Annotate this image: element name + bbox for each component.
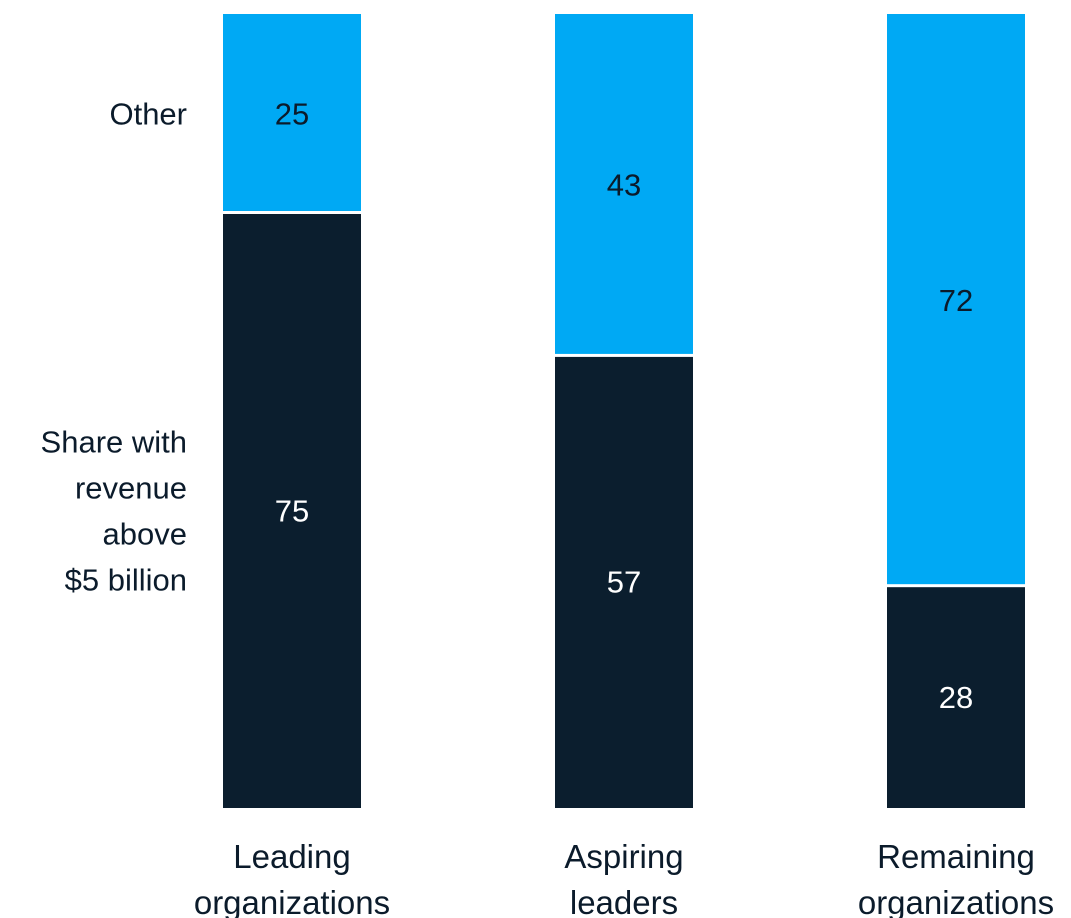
category-label: Remaining	[877, 838, 1035, 875]
bar-segment	[887, 587, 1025, 808]
data-label: 57	[607, 565, 641, 600]
bar-segment	[223, 14, 361, 211]
category-label: organizations	[194, 884, 390, 918]
legend-item: Other	[109, 96, 187, 131]
category-label: Aspiring	[564, 838, 683, 875]
category-label: Leading	[233, 838, 350, 875]
data-label: 43	[607, 168, 641, 203]
legend-label: Other	[109, 96, 187, 131]
category-label: organizations	[858, 884, 1054, 918]
bar-segment	[555, 356, 693, 808]
legend-label: above	[103, 516, 187, 551]
data-label: 28	[939, 680, 973, 715]
legend: Share with revenue above $5 billion Other	[41, 96, 187, 597]
bars: 75 25 57 43 28 72	[223, 14, 1025, 808]
category-label: leaders	[570, 884, 678, 918]
data-label: 75	[275, 493, 309, 528]
bar-segment	[223, 214, 361, 808]
category-axis: Leading organizations Aspiring leaders Remai…	[194, 838, 1054, 918]
bar-segment	[887, 14, 1025, 585]
legend-label: $5 billion	[65, 562, 187, 597]
data-label: 25	[275, 96, 309, 131]
data-label: 72	[939, 283, 973, 318]
bar-segment	[555, 14, 693, 354]
legend-item: Share with revenue above $5 billion	[41, 424, 187, 597]
legend-label: revenue	[75, 470, 187, 505]
legend-label: Share with	[41, 424, 187, 459]
